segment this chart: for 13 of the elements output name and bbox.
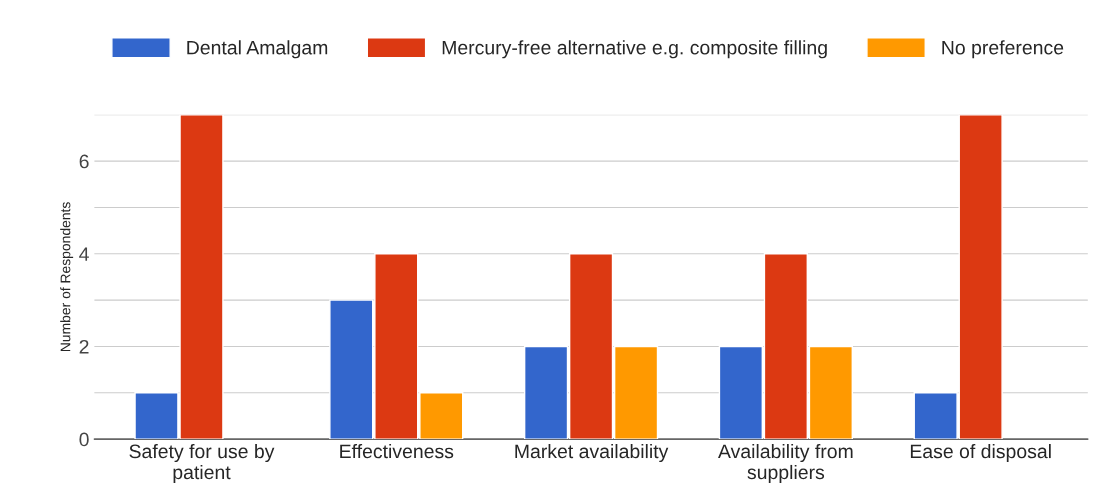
x-tick-label: Availability from suppliers (718, 443, 853, 484)
x-tick-label: Ease of disposal (910, 443, 1051, 463)
y-tick-label: 4 (79, 247, 89, 261)
legend-label: Mercury-free alternative e.g. composite filling (442, 40, 827, 59)
legend-label: Dental Amalgam (187, 40, 328, 59)
x-tick-label: Market availability (515, 443, 669, 463)
y-tick-label: 6 (79, 154, 89, 169)
y-axis-title: Number of Respondents (60, 202, 74, 352)
x-tick-label: Effectiveness (340, 443, 454, 459)
x-tick-label: Safety for use by patient (129, 443, 275, 484)
legend-label: No preference (942, 40, 1064, 59)
y-tick-label: 0 (79, 432, 89, 447)
y-tick-label: 2 (79, 339, 89, 354)
